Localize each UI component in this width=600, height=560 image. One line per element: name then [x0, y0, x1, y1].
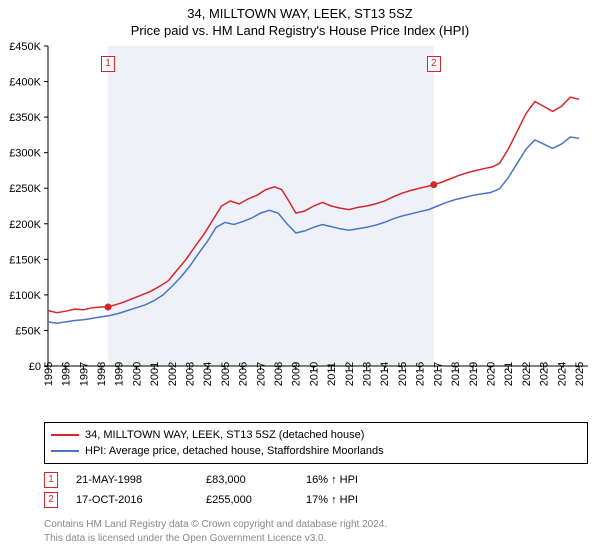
sale-marker-1 — [105, 303, 112, 310]
svg-text:£350K: £350K — [9, 112, 41, 124]
svg-text:£300K: £300K — [9, 148, 41, 160]
line-chart: £0 £50K £100K £150K £200K £250K £300K £350K £400… — [0, 38, 600, 418]
svg-text:£200K: £200K — [9, 219, 41, 231]
svg-text:1997: 1997 — [78, 362, 90, 386]
svg-text:£50K: £50K — [15, 325, 41, 337]
svg-text:2002: 2002 — [167, 362, 179, 386]
svg-text:2020: 2020 — [485, 362, 497, 386]
svg-text:2018: 2018 — [450, 362, 462, 386]
svg-text:£450K: £450K — [9, 41, 41, 53]
svg-text:£100K: £100K — [9, 290, 41, 302]
chart-subtitle: Price paid vs. HM Land Registry's House … — [0, 21, 600, 38]
footer-attribution: Contains HM Land Registry data © Crown c… — [44, 518, 588, 545]
svg-text:2013: 2013 — [362, 362, 374, 386]
svg-text:2024: 2024 — [556, 362, 568, 386]
transaction-pct: 16% ↑ HPI — [306, 474, 436, 486]
svg-text:£150K: £150K — [9, 254, 41, 266]
svg-text:2004: 2004 — [202, 362, 214, 386]
legend-item: 34, MILLTOWN WAY, LEEK, ST13 5SZ (detach… — [51, 427, 581, 443]
legend-label: HPI: Average price, detached house, Staf… — [85, 445, 384, 457]
svg-text:2012: 2012 — [344, 362, 356, 386]
legend-swatch — [51, 450, 79, 452]
svg-text:1998: 1998 — [96, 362, 108, 386]
transaction-date: 21-MAY-1998 — [76, 474, 206, 486]
transaction-price: £83,000 — [206, 474, 306, 486]
svg-text:2014: 2014 — [379, 362, 391, 386]
svg-text:2001: 2001 — [149, 362, 161, 386]
transaction-row: 1 21-MAY-1998£83,00016% ↑ HPI — [44, 470, 588, 490]
chart-container: 34, MILLTOWN WAY, LEEK, ST13 5SZ Price p… — [0, 0, 600, 560]
marker-label-2: 2 — [427, 56, 441, 72]
legend-item: HPI: Average price, detached house, Staf… — [51, 443, 581, 459]
sale-marker-2 — [430, 181, 437, 188]
chart-title: 34, MILLTOWN WAY, LEEK, ST13 5SZ — [0, 0, 600, 21]
marker-label-1: 1 — [101, 56, 115, 72]
legend-label: 34, MILLTOWN WAY, LEEK, ST13 5SZ (detach… — [85, 429, 364, 441]
footer-line-2: This data is licensed under the Open Gov… — [44, 532, 588, 546]
svg-text:2008: 2008 — [273, 362, 285, 386]
transaction-pct: 17% ↑ HPI — [306, 494, 436, 506]
svg-text:1995: 1995 — [43, 362, 55, 386]
chart-area: £0 £50K £100K £150K £200K £250K £300K £350K £400… — [0, 38, 600, 418]
svg-text:£0: £0 — [29, 361, 41, 373]
svg-text:£400K: £400K — [9, 77, 41, 89]
svg-text:2010: 2010 — [308, 362, 320, 386]
svg-text:2009: 2009 — [291, 362, 303, 386]
svg-text:1996: 1996 — [61, 362, 73, 386]
svg-text:2003: 2003 — [184, 362, 196, 386]
svg-text:2016: 2016 — [415, 362, 427, 386]
svg-text:1999: 1999 — [114, 362, 126, 386]
svg-text:2000: 2000 — [131, 362, 143, 386]
svg-text:2021: 2021 — [503, 362, 515, 386]
svg-text:£250K: £250K — [9, 183, 41, 195]
transactions-table: 1 21-MAY-1998£83,00016% ↑ HPI 2 17-OCT-2016… — [44, 470, 588, 510]
svg-text:2022: 2022 — [521, 362, 533, 386]
transaction-marker: 2 — [44, 492, 58, 508]
svg-text:2019: 2019 — [468, 362, 480, 386]
transaction-date: 17-OCT-2016 — [76, 494, 206, 506]
svg-text:2007: 2007 — [255, 362, 267, 386]
legend-swatch — [51, 434, 79, 436]
transaction-price: £255,000 — [206, 494, 306, 506]
svg-text:2017: 2017 — [432, 362, 444, 386]
svg-text:2025: 2025 — [574, 362, 586, 386]
svg-text:2006: 2006 — [238, 362, 250, 386]
footer-line-1: Contains HM Land Registry data © Crown c… — [44, 518, 588, 532]
svg-text:2005: 2005 — [220, 362, 232, 386]
svg-text:2015: 2015 — [397, 362, 409, 386]
transaction-row: 2 17-OCT-2016£255,00017% ↑ HPI — [44, 490, 588, 510]
transaction-marker: 1 — [44, 472, 58, 488]
svg-text:2023: 2023 — [539, 362, 551, 386]
legend: 34, MILLTOWN WAY, LEEK, ST13 5SZ (detach… — [44, 422, 588, 464]
